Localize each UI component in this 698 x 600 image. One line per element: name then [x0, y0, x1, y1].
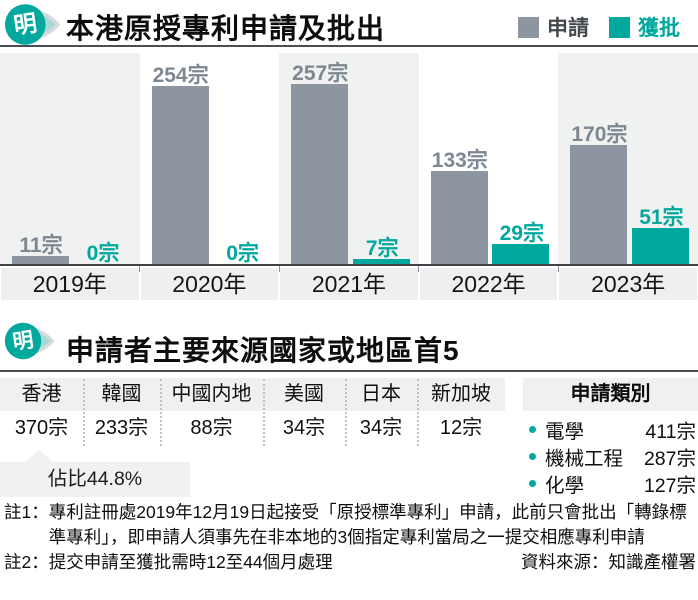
legend-swatch-granted — [609, 16, 630, 38]
bullet-icon — [529, 426, 536, 433]
axis-tick-icon — [557, 266, 559, 272]
table-separator — [345, 379, 347, 446]
year-label: 2022年 — [419, 268, 558, 300]
granted-value-label: 0宗 — [226, 242, 259, 265]
logo-character: 明 — [12, 10, 39, 39]
table-header-singapore: 新加坡 — [431, 383, 491, 405]
table-value-japan: 34宗 — [359, 417, 403, 439]
granted-value-label: 51宗 — [639, 206, 684, 229]
share-callout: 佔比44.8% — [0, 462, 190, 497]
bullet-icon — [529, 480, 536, 487]
section2-divider — [0, 370, 698, 372]
granted-bar — [352, 259, 410, 264]
category-label: 電學 — [545, 421, 585, 443]
applications-value-label: 257宗 — [292, 62, 349, 85]
category-value: 411宗 — [645, 421, 696, 443]
year-label: 2021年 — [280, 268, 418, 300]
note-2: 註2： 提交申請至獲批需時12至44個月處理 — [4, 550, 333, 575]
footnotes: 註1： 專利註冊處2019年12月19日起接受「原授標準專利」申請，此前只會批出… — [4, 500, 696, 575]
applications-value-label: 170宗 — [571, 123, 628, 146]
table-separator — [417, 379, 419, 446]
section1-title: 本港原授專利申請及批出 — [66, 13, 386, 44]
bar-chart: 11宗 0宗 2019年 254宗 0宗 2020年 257宗 7宗 2021年 133宗 29宗 2… — [0, 53, 698, 300]
granted-value-label: 7宗 — [365, 237, 399, 260]
table-separator — [83, 379, 85, 446]
granted-bar — [632, 228, 689, 264]
table-value-mainland: 88宗 — [190, 417, 233, 439]
category-value: 287宗 — [643, 448, 696, 470]
applications-value-label: 254宗 — [152, 64, 209, 87]
table-separator — [263, 379, 265, 446]
category-row-electricity: 電學 411宗 — [523, 416, 698, 443]
note2-label: 註2： — [4, 552, 49, 572]
section1-divider — [0, 45, 698, 47]
table-value-korea: 233宗 — [94, 417, 149, 439]
note1-label: 註1： — [4, 502, 49, 522]
chart-legend: 申請 獲批 — [518, 12, 680, 42]
table-header-korea: 韓國 — [101, 383, 142, 405]
applications-bar — [151, 86, 209, 264]
table-header-mainland: 中國内地 — [171, 383, 252, 405]
year-label: 2020年 — [140, 268, 279, 300]
applications-value-label: 11宗 — [19, 234, 63, 257]
applications-bar — [430, 171, 488, 264]
applications-bar — [570, 145, 628, 264]
granted-value-label: 29宗 — [499, 222, 544, 245]
table-value-hongkong: 370宗 — [14, 417, 69, 439]
mingpao-logo: 明 — [4, 4, 61, 45]
category-value: 127宗 — [643, 475, 696, 497]
applications-value-label: 133宗 — [431, 149, 488, 172]
bullet-icon — [529, 453, 536, 460]
applications-bar — [12, 256, 69, 264]
granted-bar — [492, 244, 550, 264]
granted-value-label: 0宗 — [86, 242, 120, 265]
note2-text: 提交申請至獲批需時12至44個月處理 — [48, 552, 333, 572]
axis-tick-icon — [278, 266, 280, 272]
table-header-japan: 日本 — [361, 383, 401, 405]
data-source: 資料來源：知識產權署 — [521, 552, 696, 572]
logo-character: 明 — [11, 329, 35, 355]
categories-header-background — [523, 378, 698, 411]
section2-title: 申請者主要來源國家或地區首5 — [66, 335, 460, 366]
year-label: 2023年 — [559, 268, 697, 300]
category-label: 化學 — [545, 475, 585, 497]
legend-label-granted: 獲批 — [638, 17, 680, 40]
mingpao-logo: 明 — [4, 322, 55, 360]
year-label: 2019年 — [1, 268, 139, 300]
chart-baseline — [0, 264, 698, 266]
legend-label-applications: 申請 — [547, 17, 589, 40]
category-row-chemistry: 化學 127宗 — [523, 470, 698, 497]
table-header-usa: 美國 — [284, 383, 324, 405]
callout-pointer — [24, 450, 54, 463]
legend-swatch-applications — [518, 16, 539, 38]
table-value-singapore: 12宗 — [439, 417, 483, 439]
note-1: 註1： 專利註冊處2019年12月19日起接受「原授標準專利」申請，此前只會批出… — [4, 500, 696, 550]
note1-text: 專利註冊處2019年12月19日起接受「原授標準專利」申請，此前只會批出「轉錄標… — [48, 502, 687, 547]
chart-column-band — [0, 53, 140, 264]
table-separator — [160, 379, 162, 446]
table-value-usa: 34宗 — [282, 417, 326, 439]
table-header-hongkong: 香港 — [21, 383, 62, 405]
applications-bar — [291, 84, 349, 264]
axis-tick-icon — [139, 266, 141, 272]
axis-tick-icon — [418, 266, 420, 272]
note-2-row: 註2： 提交申請至獲批需時12至44個月處理 資料來源：知識產權署 — [4, 550, 696, 575]
category-row-mechanical: 機械工程 287宗 — [523, 443, 698, 470]
category-label: 機械工程 — [545, 448, 624, 470]
categories-panel-title: 申請類別 — [570, 383, 651, 405]
